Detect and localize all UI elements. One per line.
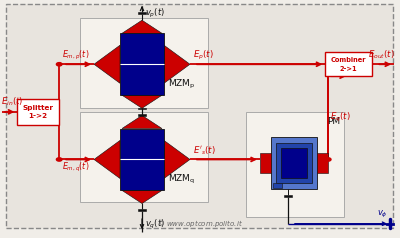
Text: Combiner: Combiner (331, 57, 366, 63)
Circle shape (56, 158, 62, 161)
Polygon shape (122, 190, 162, 203)
Bar (260, 153, 271, 173)
Bar (271, 137, 317, 189)
Text: $E_p(t)$: $E_p(t)$ (193, 49, 214, 62)
Text: $\mathrm{MZM_p}$: $\mathrm{MZM_p}$ (168, 78, 196, 91)
Circle shape (326, 158, 331, 161)
Text: 2->1: 2->1 (340, 65, 358, 72)
Bar (284, 195, 292, 197)
Text: $E_{out}(t)$: $E_{out}(t)$ (368, 49, 395, 61)
Text: Splitter: Splitter (23, 104, 54, 111)
Bar (281, 148, 307, 178)
Polygon shape (122, 95, 162, 108)
Text: $\copyright$ www.optcom.polito.it: $\copyright$ www.optcom.polito.it (157, 218, 243, 229)
Text: $E_{m,q}(t)$: $E_{m,q}(t)$ (62, 161, 89, 174)
Polygon shape (122, 20, 162, 33)
Text: $\mathrm{MZM_q}$: $\mathrm{MZM_q}$ (168, 173, 195, 186)
Bar (273, 183, 282, 188)
Bar (138, 108, 146, 109)
Text: $v_p(t)$: $v_p(t)$ (145, 7, 165, 20)
Bar (325, 52, 372, 76)
Text: 1->2: 1->2 (29, 113, 48, 119)
Polygon shape (164, 140, 190, 178)
Bar (276, 143, 312, 183)
Bar (17, 99, 59, 125)
Text: $v_\phi$: $v_\phi$ (377, 209, 388, 220)
Bar (317, 153, 328, 173)
Circle shape (56, 63, 62, 66)
Polygon shape (122, 115, 162, 129)
Bar (138, 114, 146, 116)
Text: $E'_s(t)$: $E'_s(t)$ (193, 144, 216, 157)
Bar (246, 112, 344, 217)
Text: $v_q(t)$: $v_q(t)$ (145, 218, 165, 231)
Polygon shape (94, 140, 120, 178)
Text: $E_{in}(t)$: $E_{in}(t)$ (1, 96, 23, 108)
Bar (80, 112, 208, 202)
Bar (138, 209, 146, 211)
Bar (120, 33, 164, 95)
Polygon shape (94, 45, 120, 83)
Text: $E_q(t)$: $E_q(t)$ (330, 111, 351, 124)
Text: PM: PM (327, 117, 340, 126)
Bar (120, 129, 164, 190)
Polygon shape (164, 45, 190, 83)
Bar (80, 18, 208, 108)
Bar (138, 12, 146, 14)
Text: $E_{m,p}(t)$: $E_{m,p}(t)$ (62, 49, 89, 62)
